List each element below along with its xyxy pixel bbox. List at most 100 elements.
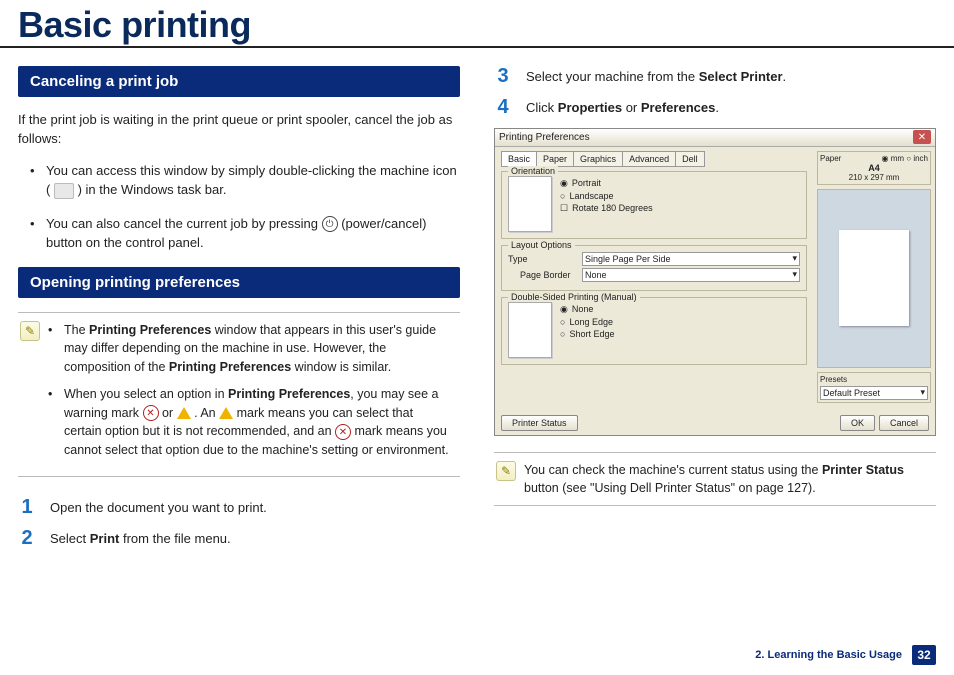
ok-button: OK [840, 415, 875, 431]
step-text: Click Properties or Preferences. [526, 97, 719, 118]
tab-dell: Dell [675, 151, 705, 167]
step-text: Select Print from the file menu. [50, 528, 231, 549]
warning-icon [177, 407, 191, 419]
shot-right-pane: Paper ◉ mm ○ inch A4 210 x 297 mm Preset… [813, 147, 935, 411]
bold: Printing Preferences [169, 360, 291, 374]
group-title: Double-Sided Printing (Manual) [508, 292, 640, 302]
text: Click [526, 100, 558, 115]
tab-basic: Basic [501, 151, 537, 167]
label: Rotate 180 Degrees [572, 203, 653, 213]
section-canceling: Canceling a print job [18, 66, 460, 97]
text: The [64, 323, 89, 337]
group-title: Layout Options [508, 240, 575, 250]
right-column: 3 Select your machine from the Select Pr… [494, 66, 936, 559]
cancel-button: Cancel [879, 415, 929, 431]
unit-options: ◉ mm ○ inch [882, 154, 929, 163]
shot-footer: Printer Status OK Cancel [501, 415, 929, 431]
group-duplex: Double-Sided Printing (Manual) ◉ None ○ … [501, 297, 807, 365]
label: Presets [820, 375, 928, 384]
field-border: Page Border None ▾ [508, 268, 800, 282]
bold: Printing Preferences [89, 323, 211, 337]
error-icon: ✕ [335, 424, 351, 440]
group-title: Orientation [508, 166, 558, 176]
cancel-bullets: You can access this window by simply dou… [18, 161, 460, 253]
paper-dim: 210 x 297 mm [820, 173, 928, 182]
check-rotate: ☐ Rotate 180 Degrees [560, 203, 653, 214]
chevron-down-icon: ▾ [792, 269, 797, 280]
content-columns: Canceling a print job If the print job i… [0, 66, 954, 559]
step-4: 4 Click Properties or Preferences. [494, 97, 936, 118]
step-number: 4 [494, 97, 512, 118]
group-layout: Layout Options Type Single Page Per Side… [501, 245, 807, 291]
bold: Print [90, 531, 120, 546]
text: ) in the Windows task bar. [78, 182, 227, 197]
text: . [715, 100, 719, 115]
tab-advanced: Advanced [622, 151, 676, 167]
select-type: Single Page Per Side▾ [582, 252, 800, 266]
step-number: 3 [494, 66, 512, 87]
section-opening-prefs: Opening printing preferences [18, 267, 460, 298]
label: Type [508, 254, 578, 264]
page-footer: 2. Learning the Basic Usage 32 [755, 645, 936, 665]
label: None [572, 304, 594, 314]
select-border: None ▾ [582, 268, 800, 282]
page-title: Basic printing [0, 0, 954, 46]
power-icon: ⏻ [322, 216, 338, 232]
shot-body: Basic Paper Graphics Advanced Dell Orien… [495, 147, 935, 411]
duplex-options: ◉ None ○ Long Edge ○ Short Edge [560, 302, 614, 358]
label: mm [891, 154, 904, 163]
radio-short: ○ Short Edge [560, 329, 614, 339]
shot-titlebar: Printing Preferences ✕ [495, 129, 935, 147]
label: Page Border [508, 270, 578, 280]
tab-paper: Paper [536, 151, 574, 167]
paper-panel: Paper ◉ mm ○ inch A4 210 x 297 mm [817, 151, 931, 185]
radio-landscape: ○ Landscape [560, 191, 653, 201]
value: None [585, 270, 607, 280]
text: window is similar. [291, 360, 391, 374]
text: Select your machine from the [526, 69, 699, 84]
text: You can also cancel the current job by p… [46, 216, 322, 231]
preview-pane [817, 189, 931, 368]
shot-title: Printing Preferences [499, 132, 590, 143]
step-1: 1 Open the document you want to print. [18, 497, 460, 518]
note-box-2: ✎ You can check the machine's current st… [494, 452, 936, 506]
step-2: 2 Select Print from the file menu. [18, 528, 460, 549]
chevron-down-icon: ▾ [920, 387, 925, 398]
field-type: Type Single Page Per Side▾ [508, 252, 800, 266]
value: Default Preset [823, 388, 880, 398]
text: . An [194, 406, 219, 420]
thumb-icon [508, 302, 552, 358]
label: Paper [820, 154, 841, 163]
note-box-1: ✎ The Printing Preferences window that a… [18, 312, 460, 477]
label: Long Edge [569, 317, 613, 327]
text: Select [50, 531, 90, 546]
paper-size: A4 [820, 163, 928, 173]
thumb-icon [508, 176, 552, 232]
step-number: 2 [18, 528, 36, 549]
bold: Properties [558, 100, 622, 115]
note-icon: ✎ [20, 321, 40, 341]
label: Short Edge [569, 329, 614, 339]
cancel-intro: If the print job is waiting in the print… [18, 111, 460, 149]
select-preset: Default Preset ▾ [820, 386, 928, 400]
label: Portrait [572, 178, 601, 188]
group-orientation: Orientation ◉ Portrait ○ Landscape ☐ Rot… [501, 171, 807, 239]
text: button (see "Using Dell Printer Status" … [524, 481, 816, 495]
page-preview-icon [839, 230, 909, 326]
text: . [783, 69, 787, 84]
printer-icon [54, 183, 74, 199]
shot-tabs: Basic Paper Graphics Advanced Dell [501, 151, 807, 167]
page-number: 32 [912, 645, 936, 665]
step-3: 3 Select your machine from the Select Pr… [494, 66, 936, 87]
text: When you select an option in [64, 387, 228, 401]
title-rule [0, 46, 954, 48]
close-icon: ✕ [913, 130, 931, 144]
bold: Select Printer [699, 69, 783, 84]
list-item: You can also cancel the current job by p… [30, 214, 460, 253]
bold: Printing Preferences [228, 387, 350, 401]
text: or [622, 100, 641, 115]
label: inch [913, 154, 928, 163]
note-icon: ✎ [496, 461, 516, 481]
printer-status-button: Printer Status [501, 415, 578, 431]
list-item: You can access this window by simply dou… [30, 161, 460, 200]
